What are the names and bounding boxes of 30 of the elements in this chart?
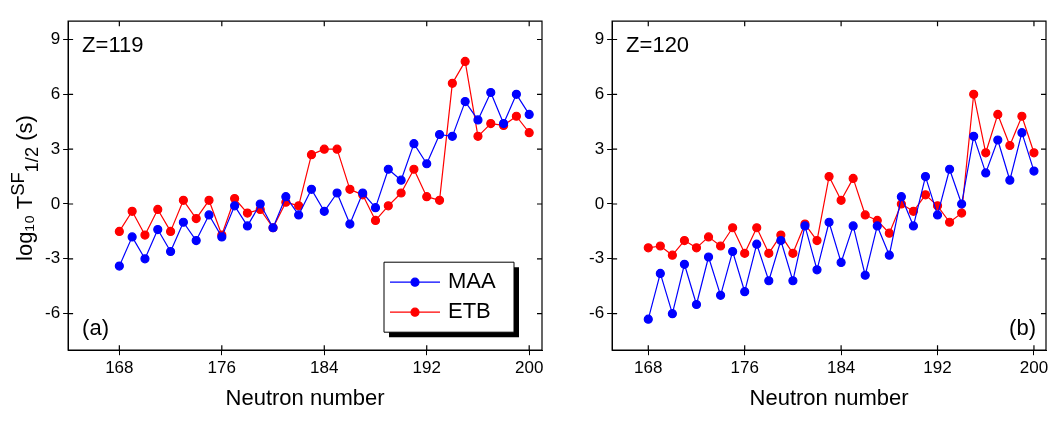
x-tick-label: 200 <box>515 358 544 378</box>
x-tick-label: 192 <box>412 358 441 378</box>
annotation: (b) <box>1009 315 1036 341</box>
y-tick-label: -6 <box>44 303 61 323</box>
x-axis-title: Neutron number <box>749 384 909 410</box>
y-tick-label: 6 <box>50 84 61 103</box>
y-tick-label: 9 <box>50 29 61 49</box>
annotation: (a) <box>82 315 110 341</box>
y-tick-label: 3 <box>50 138 61 158</box>
y-tick-label: -3 <box>44 248 61 268</box>
y-tick-label: 9 <box>594 29 605 49</box>
y-tick-label: -3 <box>588 248 605 268</box>
legend-label: ETB <box>448 298 491 324</box>
y-tick-label: 3 <box>594 138 605 158</box>
x-tick-label: 176 <box>730 358 759 378</box>
annotation: Z=119 <box>82 32 144 58</box>
y-tick-label: -6 <box>588 303 605 323</box>
y-tick-label: 0 <box>594 193 605 213</box>
x-tick-label: 168 <box>634 358 663 378</box>
x-tick-label: 192 <box>923 358 952 378</box>
legend-label: MAA <box>448 268 496 294</box>
x-tick-label: 184 <box>310 358 339 378</box>
x-tick-label: 200 <box>1019 358 1049 378</box>
annotation: Z=120 <box>626 32 690 58</box>
x-axis-title: Neutron number <box>225 384 385 410</box>
x-tick-label: 176 <box>207 358 236 378</box>
x-tick-label: 168 <box>105 358 134 378</box>
x-tick-label: 184 <box>826 358 856 378</box>
y-tick-label: 6 <box>594 84 605 103</box>
y-tick-label: 0 <box>50 193 61 213</box>
